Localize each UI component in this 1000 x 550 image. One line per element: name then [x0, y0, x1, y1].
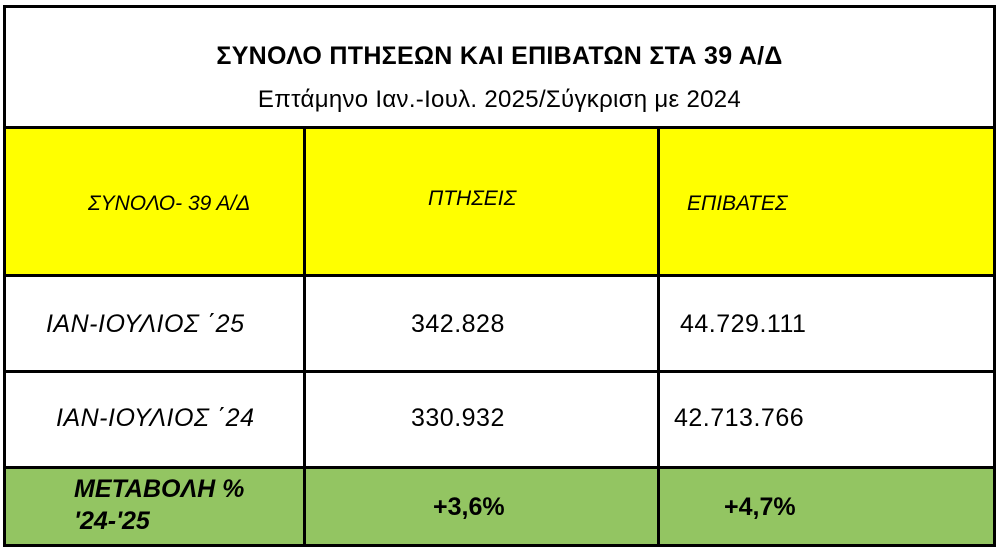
flights-2024: 330.932 [411, 404, 505, 432]
header-total-label: ΣΥΝΟΛΟ- 39 Α/Δ [88, 192, 251, 215]
flights-change-cell: +3,6% [306, 469, 660, 544]
table-title: ΣΥΝΟΛΟ ΠΤΗΣΕΩΝ ΚΑΙ ΕΠΙΒΑΤΩΝ ΣΤΑ 39 Α/Δ [216, 42, 783, 70]
row-label-2024: ΙΑΝ-ΙΟΥΛΙΟΣ ΄24 [56, 404, 255, 432]
flights-change: +3,6% [433, 493, 505, 521]
passengers-cell: 42.713.766 [660, 373, 993, 466]
passengers-change-cell: +4,7% [660, 469, 993, 544]
flights-cell: 330.932 [306, 373, 660, 466]
row-label-cell: ΙΑΝ-ΙΟΥΛΙΟΣ ΄25 [6, 277, 306, 370]
change-label: ΜΕΤΑΒΟΛΗ % '24-'25 [74, 473, 244, 537]
table-subtitle: Επτάμηνο Ιαν.-Ιουλ. 2025/Σύγκριση με 202… [257, 86, 742, 113]
change-row: ΜΕΤΑΒΟΛΗ % '24-'25 +3,6% +4,7% [6, 469, 993, 544]
change-label-cell: ΜΕΤΑΒΟΛΗ % '24-'25 [6, 469, 306, 544]
header-cell-passengers: ΕΠΙΒΑΤΕΣ [660, 129, 993, 274]
flights-cell: 342.828 [306, 277, 660, 370]
table-row-2024: ΙΑΝ-ΙΟΥΛΙΟΣ ΄24 330.932 42.713.766 [6, 373, 993, 469]
passengers-cell: 44.729.111 [660, 277, 993, 370]
passengers-2024: 42.713.766 [674, 404, 805, 432]
statistics-table: ΣΥΝΟΛΟ ΠΤΗΣΕΩΝ ΚΑΙ ΕΠΙΒΑΤΩΝ ΣΤΑ 39 Α/Δ Ε… [3, 5, 996, 547]
table-row-2025: ΙΑΝ-ΙΟΥΛΙΟΣ ΄25 342.828 44.729.111 [6, 277, 993, 373]
header-flights-label: ΠΤΗΣΕΙΣ [428, 187, 517, 210]
change-label-line-1: ΜΕΤΑΒΟΛΗ % [74, 475, 245, 503]
passengers-2025: 44.729.111 [680, 310, 807, 338]
title-block: ΣΥΝΟΛΟ ΠΤΗΣΕΩΝ ΚΑΙ ΕΠΙΒΑΤΩΝ ΣΤΑ 39 Α/Δ Ε… [6, 8, 993, 129]
row-label-2025: ΙΑΝ-ΙΟΥΛΙΟΣ ΄25 [46, 310, 245, 338]
change-label-line-2: '24-'25 [74, 507, 150, 535]
flights-2025: 342.828 [411, 310, 505, 338]
row-label-cell: ΙΑΝ-ΙΟΥΛΙΟΣ ΄24 [6, 373, 306, 466]
passengers-change: +4,7% [724, 493, 796, 521]
header-passengers-label: ΕΠΙΒΑΤΕΣ [687, 192, 788, 215]
header-cell-flights: ΠΤΗΣΕΙΣ [306, 129, 660, 274]
header-row: ΣΥΝΟΛΟ- 39 Α/Δ ΠΤΗΣΕΙΣ ΕΠΙΒΑΤΕΣ [6, 129, 993, 277]
header-cell-total: ΣΥΝΟΛΟ- 39 Α/Δ [6, 129, 306, 274]
